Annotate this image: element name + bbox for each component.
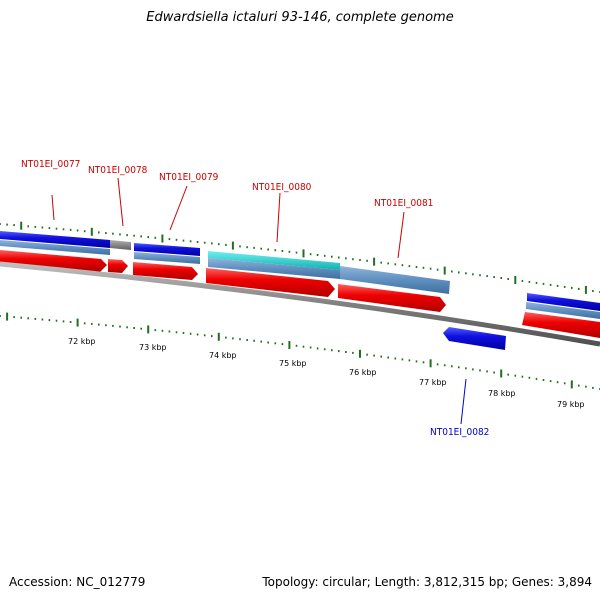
- steel-segment: [208, 258, 340, 279]
- scale-label: 78 kbp: [488, 389, 516, 398]
- cds-arrow-fwd: [338, 284, 446, 312]
- scale-label: 72 kbp: [68, 337, 96, 346]
- gene-labels: NT01EI_0077 NT01EI_0078 NT01EI_0079 NT01…: [21, 159, 489, 438]
- topology-summary: Topology: circular; Length: 3,812,315 bp…: [262, 575, 592, 589]
- forward-cds-track: [0, 250, 600, 338]
- blast-segment: [0, 231, 110, 248]
- scale-label: 79 kbp: [557, 400, 585, 409]
- accession-text: Accession: NC_012779: [9, 575, 146, 589]
- steel-segment: [526, 302, 600, 319]
- cds-arrow-fwd: [133, 262, 198, 280]
- cds-arrow-fwd: [0, 250, 107, 272]
- scale-labels: 72 kbp 73 kbp 74 kbp 75 kbp 76 kbp 77 kb…: [68, 337, 585, 409]
- blast-segment: [110, 240, 131, 250]
- gene-label: NT01EI_0077: [21, 159, 80, 170]
- gene-label: NT01EI_0078: [88, 165, 148, 176]
- inner-tick-track: [0, 312, 600, 390]
- blast-segment: [527, 293, 600, 311]
- gene-label: NT01EI_0079: [159, 172, 219, 183]
- label-leader-line: [117, 177, 124, 227]
- gene-label: NT01EI_0080: [252, 182, 312, 193]
- label-leader-line: [169, 185, 188, 231]
- blast-track-middle: [0, 240, 600, 319]
- blast-track-top: [0, 231, 600, 311]
- steel-segment: [340, 266, 450, 294]
- cyan-segment: [208, 251, 340, 270]
- blast-segment: [134, 243, 200, 256]
- map-title: Edwardsiella ictaluri 93-146, complete g…: [146, 10, 454, 25]
- gene-label: NT01EI_0082: [430, 427, 489, 438]
- scale-label: 76 kbp: [349, 368, 377, 377]
- gene-label: NT01EI_0081: [374, 198, 433, 209]
- cds-arrow-fwd: [522, 312, 600, 338]
- cds-arrow-rev: [443, 327, 506, 350]
- steel-segment: [0, 240, 110, 255]
- label-leader-line: [460, 378, 467, 425]
- genome-backbone: [0, 261, 600, 347]
- label-leader-line: [51, 194, 55, 221]
- scale-label: 75 kbp: [279, 359, 307, 368]
- cds-arrow-fwd: [108, 259, 128, 273]
- label-leader-line: [276, 192, 281, 243]
- scale-label: 73 kbp: [139, 343, 167, 352]
- steel-segment: [134, 252, 200, 264]
- outer-tick-track: [0, 221, 600, 294]
- label-leader-line: [397, 211, 405, 259]
- cds-arrow-fwd: [206, 268, 335, 297]
- scale-label: 74 kbp: [209, 351, 237, 360]
- scale-label: 77 kbp: [419, 378, 447, 387]
